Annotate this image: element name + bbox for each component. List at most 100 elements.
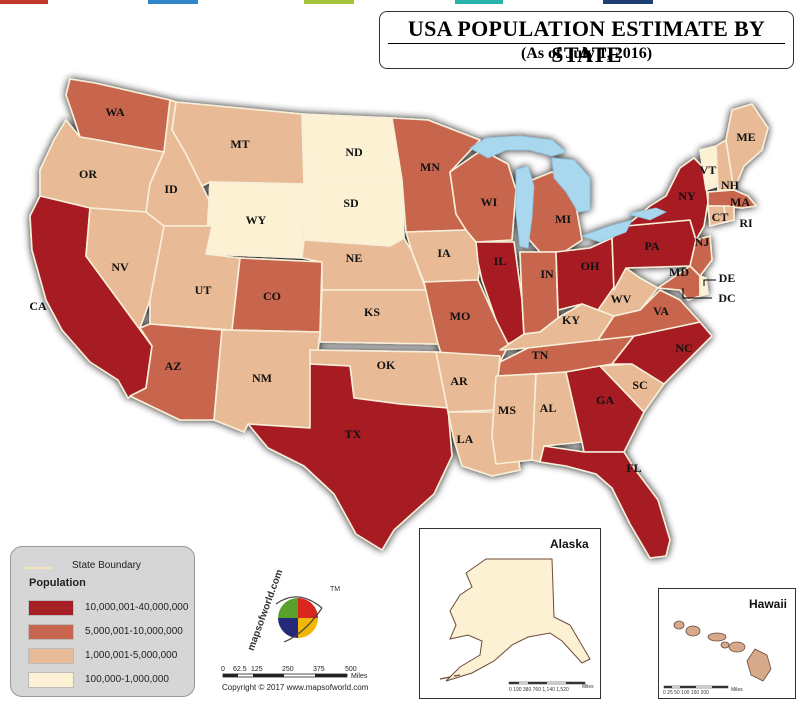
state-label-de: DE (719, 271, 736, 285)
state-label-mt: MT (230, 137, 249, 151)
state-label-mn: MN (420, 160, 440, 174)
state-sd[interactable] (303, 177, 405, 247)
lake-huron (551, 157, 591, 213)
map-title: USA POPULATION ESTIMATE BY STATE (407, 16, 766, 67)
top-strip-blue (148, 0, 198, 4)
state-label-wa: WA (105, 105, 125, 119)
state-label-nd: ND (345, 145, 363, 159)
logo-tm: TM (330, 586, 341, 593)
scale-bar-graphic (222, 673, 348, 678)
population-legend-title: Population (29, 577, 86, 589)
state-label-ky: KY (562, 313, 580, 327)
mapsofworld-logo-icon (275, 596, 323, 643)
lake-ontario (627, 207, 667, 221)
legend-label-tier1: 10,000,001-40,000,000 (85, 602, 189, 613)
state-label-ga: GA (596, 393, 614, 407)
state-label-ks: KS (364, 305, 380, 319)
hawaii-scale-ticks: 0 25 50 100 150 200 (663, 690, 709, 696)
state-label-nm: NM (252, 371, 272, 385)
hawaii-inset-title: Hawaii (749, 597, 788, 611)
title-underline (388, 43, 785, 44)
state-hi[interactable] (673, 620, 772, 682)
state-label-tx: TX (345, 427, 362, 441)
state-label-pa: PA (644, 239, 659, 253)
state-label-co: CO (263, 289, 281, 303)
hawaii-scale-unit: Miles (731, 687, 743, 693)
alaska-inset: Alaska 0 190 380 760 1,140 1,520 Miles (419, 528, 601, 699)
state-label-dc: DC (718, 291, 735, 305)
dc-leader-line (682, 288, 712, 299)
state-label-in: IN (540, 267, 554, 281)
state-me[interactable] (725, 103, 769, 191)
state-label-ct: CT (712, 210, 729, 224)
top-strip-navy (603, 0, 653, 4)
scale-bar: 0 62.5 125 250 375 500 Miles (221, 666, 381, 684)
alaska-scale-bar (508, 681, 586, 685)
state-ak[interactable] (445, 558, 591, 682)
state-label-fl: FL (626, 461, 641, 475)
state-label-ca: CA (29, 299, 47, 313)
state-label-ar: AR (450, 374, 468, 388)
state-boundary-label: State Boundary (72, 560, 141, 571)
state-label-nj: NJ (695, 235, 710, 249)
hawaii-inset: Hawaii 0 25 50 100 150 200 Miles (658, 588, 796, 699)
lake-michigan (515, 165, 535, 249)
de-leader-line (703, 279, 716, 286)
state-fl[interactable] (539, 445, 671, 559)
title-box: USA POPULATION ESTIMATE BY STATE (As of … (379, 11, 794, 69)
state-label-oh: OH (581, 259, 600, 273)
state-label-mo: MO (450, 309, 471, 323)
legend-swatch-tier1 (28, 600, 74, 616)
state-label-nh: NH (721, 178, 740, 192)
top-strip-red (0, 0, 48, 4)
state-label-ri: RI (739, 216, 753, 230)
state-label-ny: NY (678, 189, 696, 203)
state-nj[interactable] (689, 235, 713, 277)
state-ms[interactable] (491, 373, 537, 465)
scale-tick-3: 250 (282, 666, 294, 673)
state-label-or: OR (79, 167, 97, 181)
legend-swatch-tier2 (28, 624, 74, 640)
state-ri[interactable] (723, 205, 735, 223)
map-subtitle: (As of July 1, 2016) (520, 45, 653, 62)
state-wv[interactable] (597, 267, 659, 317)
scale-tick-0: 0 (221, 666, 225, 673)
alaska-scale-unit: Miles (582, 684, 594, 690)
state-ar[interactable] (435, 351, 501, 413)
alaska-scale-ticks: 0 190 380 760 1,140 1,520 (509, 687, 569, 693)
state-label-ma: MA (730, 195, 750, 209)
state-boundary-swatch (23, 567, 53, 569)
legend-panel: State Boundary Population 10,000,001-40,… (10, 546, 195, 697)
lake-superior (469, 135, 567, 159)
state-label-nc: NC (675, 341, 692, 355)
legend-label-tier3: 1,000,001-5,000,000 (85, 650, 178, 661)
state-label-la: LA (457, 432, 474, 446)
state-label-ia: IA (437, 246, 451, 260)
state-label-me: ME (736, 130, 755, 144)
state-label-sd: SD (343, 196, 359, 210)
state-label-tn: TN (532, 348, 549, 362)
legend-label-tier2: 5,000,001-10,000,000 (85, 626, 183, 637)
state-label-nv: NV (111, 260, 129, 274)
scale-tick-4: 375 (313, 666, 325, 673)
state-label-id: ID (164, 182, 178, 196)
state-label-az: AZ (165, 359, 182, 373)
legend-swatch-tier3 (28, 648, 74, 664)
state-mo[interactable] (423, 279, 511, 363)
alaska-map (439, 558, 591, 682)
hawaii-scale-bar (663, 685, 729, 689)
top-strip-teal (455, 0, 503, 4)
state-label-ne: NE (346, 251, 363, 265)
state-label-ms: MS (498, 403, 516, 417)
copyright-text: Copyright © 2017 www.mapsofworld.com (222, 683, 369, 692)
state-tx[interactable] (247, 363, 453, 551)
legend-swatch-tier4 (28, 672, 74, 688)
state-label-mi: MI (555, 212, 571, 226)
state-label-wi: WI (481, 195, 498, 209)
state-label-va: VA (653, 304, 669, 318)
state-label-wv: WV (611, 292, 632, 306)
scale-tick-1: 62.5 (233, 666, 247, 673)
state-label-al: AL (540, 401, 557, 415)
lake-erie (580, 219, 633, 243)
